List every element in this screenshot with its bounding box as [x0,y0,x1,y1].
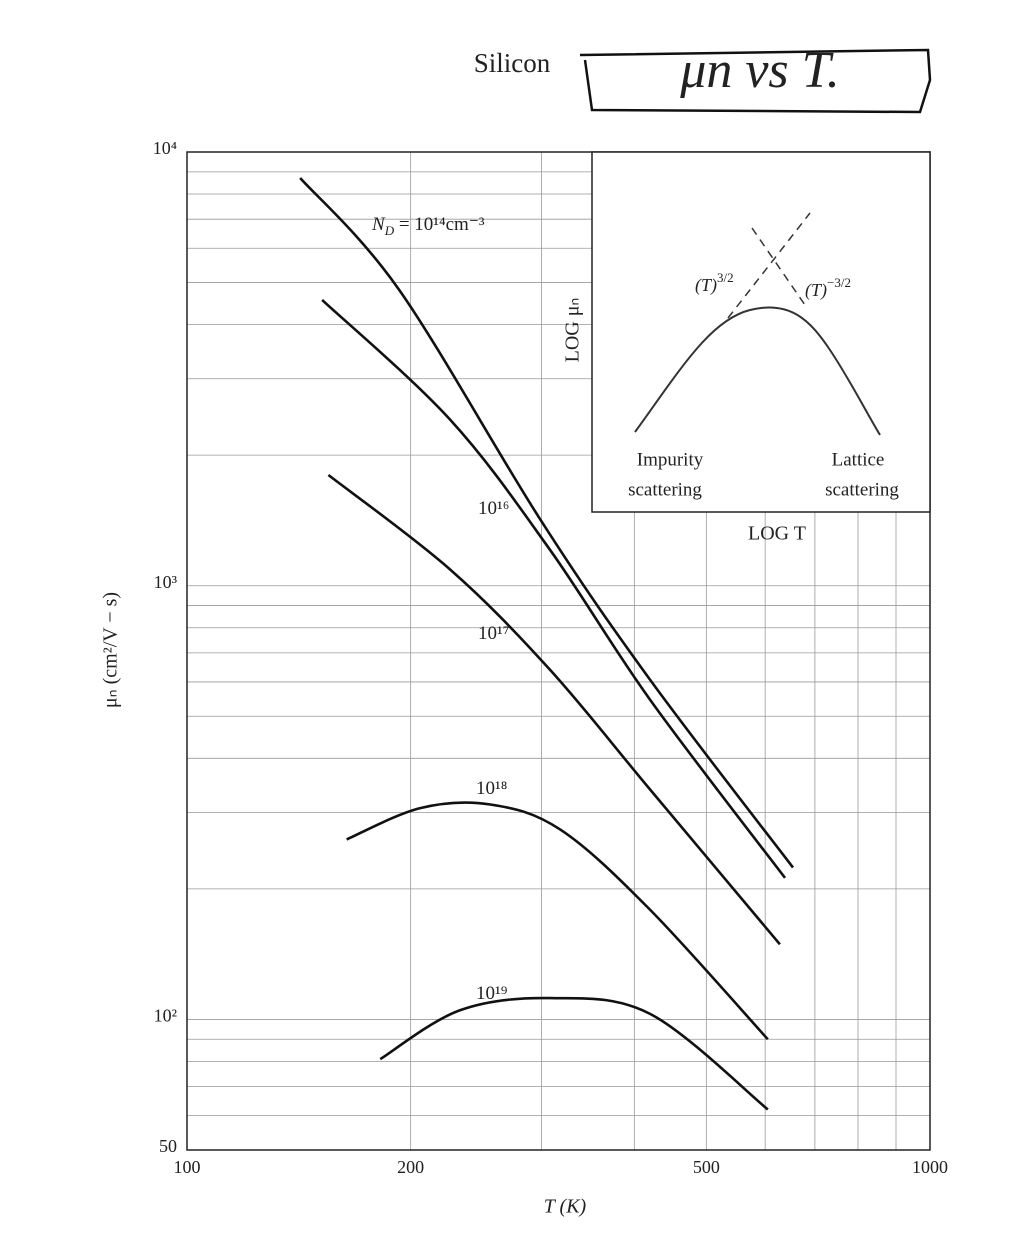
inset-right-caption: scattering [825,479,899,500]
x-tick-label: 100 [174,1157,201,1177]
x-axis-label: T (K) [544,1196,587,1218]
series-line [321,298,787,879]
y-tick-label: 10² [154,1006,177,1026]
series-label-part: 10¹⁹ [476,983,508,1004]
series-label: 10¹⁷ [478,623,509,644]
annotation-box [579,48,932,114]
y-tick-label: 50 [159,1136,177,1156]
y-tick-label: 10³ [154,572,178,592]
inset-x-label: LOG T [748,523,806,545]
x-tick-label: 200 [397,1157,424,1177]
series-label-part: 10¹⁷ [478,623,509,644]
series-line [299,177,795,869]
chart-title: Silicon [474,48,551,78]
y-tick-label: 10⁴ [153,138,177,158]
series-label-rest: = 10¹⁴cm⁻³ [394,214,485,235]
x-tick-label: 500 [693,1157,720,1177]
inset-right-caption: Lattice [832,449,885,470]
annotation: μn vs T. [679,42,839,99]
inset-y-label: LOG μₙ [562,298,584,363]
series-label: 10¹⁸ [476,778,507,799]
inset-right-slope: (T)−3/2 [805,275,851,301]
y-axis-label: μₙ (cm²/V − s) [100,592,122,708]
series-label: ND = 10¹⁴cm⁻³ [371,214,485,238]
series-label-sub: D [384,223,395,238]
series-line [346,801,769,1041]
plot-frame [186,151,931,1151]
series-label: 10¹⁹ [476,983,508,1004]
inset-left-caption: Impurity [637,449,704,470]
inset-curve [634,306,881,436]
series-label-part: N [371,214,386,235]
inset-asymptotes [727,212,811,319]
series-line [379,996,769,1111]
x-tick-label: 1000 [912,1157,948,1177]
series-label-part: 10¹⁸ [476,778,507,799]
series-line [327,473,781,946]
inset: LOG μₙ (T)3/2 (T)−3/2 Impurity scatterin… [562,151,931,545]
inset-left-slope: (T)3/2 [695,270,734,296]
series-label: 10¹⁶ [478,498,509,519]
inset-frame [591,151,931,513]
inset-left-caption: scattering [628,479,702,500]
series-label-part: 10¹⁶ [478,498,509,519]
